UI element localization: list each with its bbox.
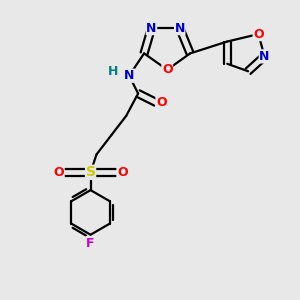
Text: N: N bbox=[146, 22, 157, 34]
Text: N: N bbox=[175, 22, 185, 34]
Text: F: F bbox=[86, 236, 95, 250]
Text: O: O bbox=[162, 63, 172, 76]
Text: O: O bbox=[253, 28, 264, 40]
Text: O: O bbox=[53, 166, 64, 179]
Text: O: O bbox=[156, 96, 166, 109]
Text: S: S bbox=[85, 165, 96, 179]
Text: O: O bbox=[117, 166, 128, 179]
Text: N: N bbox=[259, 50, 270, 63]
Text: N: N bbox=[124, 69, 134, 82]
Text: H: H bbox=[108, 65, 118, 78]
